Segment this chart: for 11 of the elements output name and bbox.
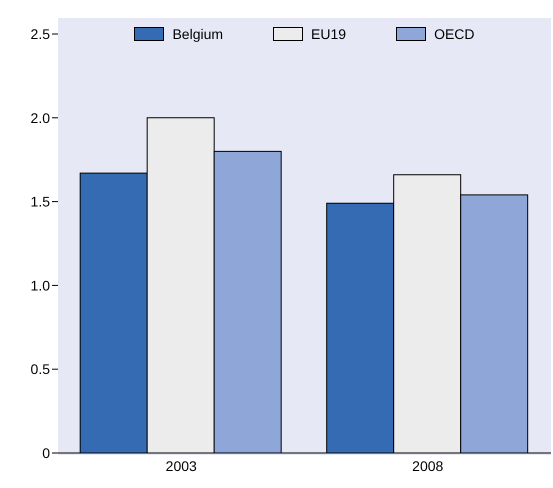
x-tick-label: 2003 — [166, 458, 198, 474]
legend-label: OECD — [434, 26, 475, 42]
y-tick-label: 1.0 — [30, 277, 50, 294]
y-tick-label: 1.5 — [30, 194, 50, 210]
y-tick-label: 0 — [42, 444, 50, 461]
y-tick-label: 2.0 — [30, 110, 50, 126]
y-tick-label: 0.5 — [30, 361, 50, 378]
y-tick-label: 2.5 — [30, 26, 50, 42]
x-tick-label: 2008 — [412, 458, 444, 474]
legend-label: Belgium — [172, 26, 224, 42]
legend-label: EU19 — [311, 26, 346, 42]
